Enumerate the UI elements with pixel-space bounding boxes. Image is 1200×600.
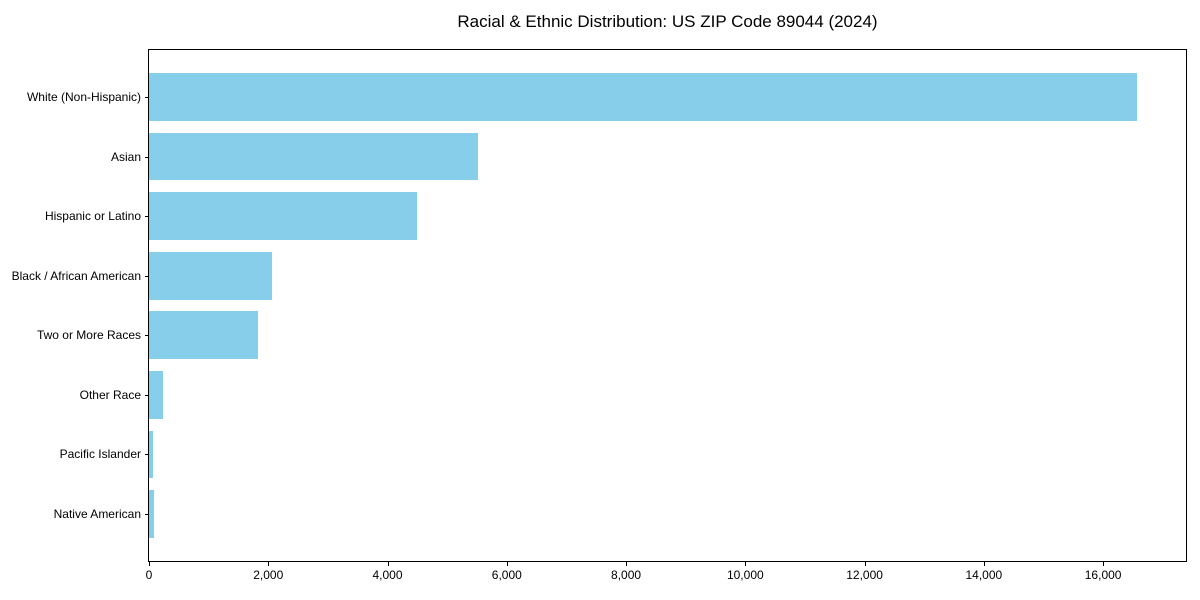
x-tick-mark bbox=[149, 562, 150, 566]
x-tick-mark bbox=[1103, 562, 1105, 566]
chart-title: Racial & Ethnic Distribution: US ZIP Cod… bbox=[457, 12, 878, 31]
x-tick-label: 10,000 bbox=[726, 568, 764, 582]
category-label: Pacific Islander bbox=[59, 447, 141, 462]
category-label: Native American bbox=[53, 506, 141, 521]
bar bbox=[149, 132, 479, 181]
category-label: White (Non-Hispanic) bbox=[26, 90, 141, 105]
category-label: Hispanic or Latino bbox=[44, 209, 141, 224]
x-tick-label: 6,000 bbox=[491, 568, 522, 582]
x-tick-mark bbox=[387, 562, 389, 566]
x-tick-label: 2,000 bbox=[253, 568, 284, 582]
x-tick-mark bbox=[506, 562, 508, 566]
x-tick-mark bbox=[983, 562, 985, 566]
x-tick-label: 12,000 bbox=[846, 568, 883, 582]
plot-area bbox=[148, 49, 1187, 562]
bar bbox=[149, 192, 418, 240]
x-tick-mark bbox=[626, 562, 628, 566]
x-tick-label: 4,000 bbox=[372, 568, 403, 582]
bar bbox=[149, 430, 154, 479]
bar bbox=[149, 490, 155, 538]
category-label: Asian bbox=[110, 149, 141, 164]
bar bbox=[149, 73, 1137, 121]
category-label: Black / African American bbox=[11, 268, 141, 283]
bar bbox=[149, 371, 164, 419]
category-label: Other Race bbox=[79, 387, 141, 402]
x-tick-label: 0 bbox=[145, 568, 153, 582]
bar bbox=[149, 311, 258, 360]
x-tick-mark bbox=[864, 562, 866, 566]
x-tick-label: 14,000 bbox=[965, 568, 1003, 582]
bar bbox=[149, 251, 272, 300]
x-tick-mark bbox=[268, 562, 270, 566]
category-label: Two or More Races bbox=[36, 328, 141, 343]
x-tick-label: 16,000 bbox=[1084, 568, 1122, 582]
x-tick-mark bbox=[745, 562, 747, 566]
x-tick-label: 8,000 bbox=[611, 568, 642, 582]
